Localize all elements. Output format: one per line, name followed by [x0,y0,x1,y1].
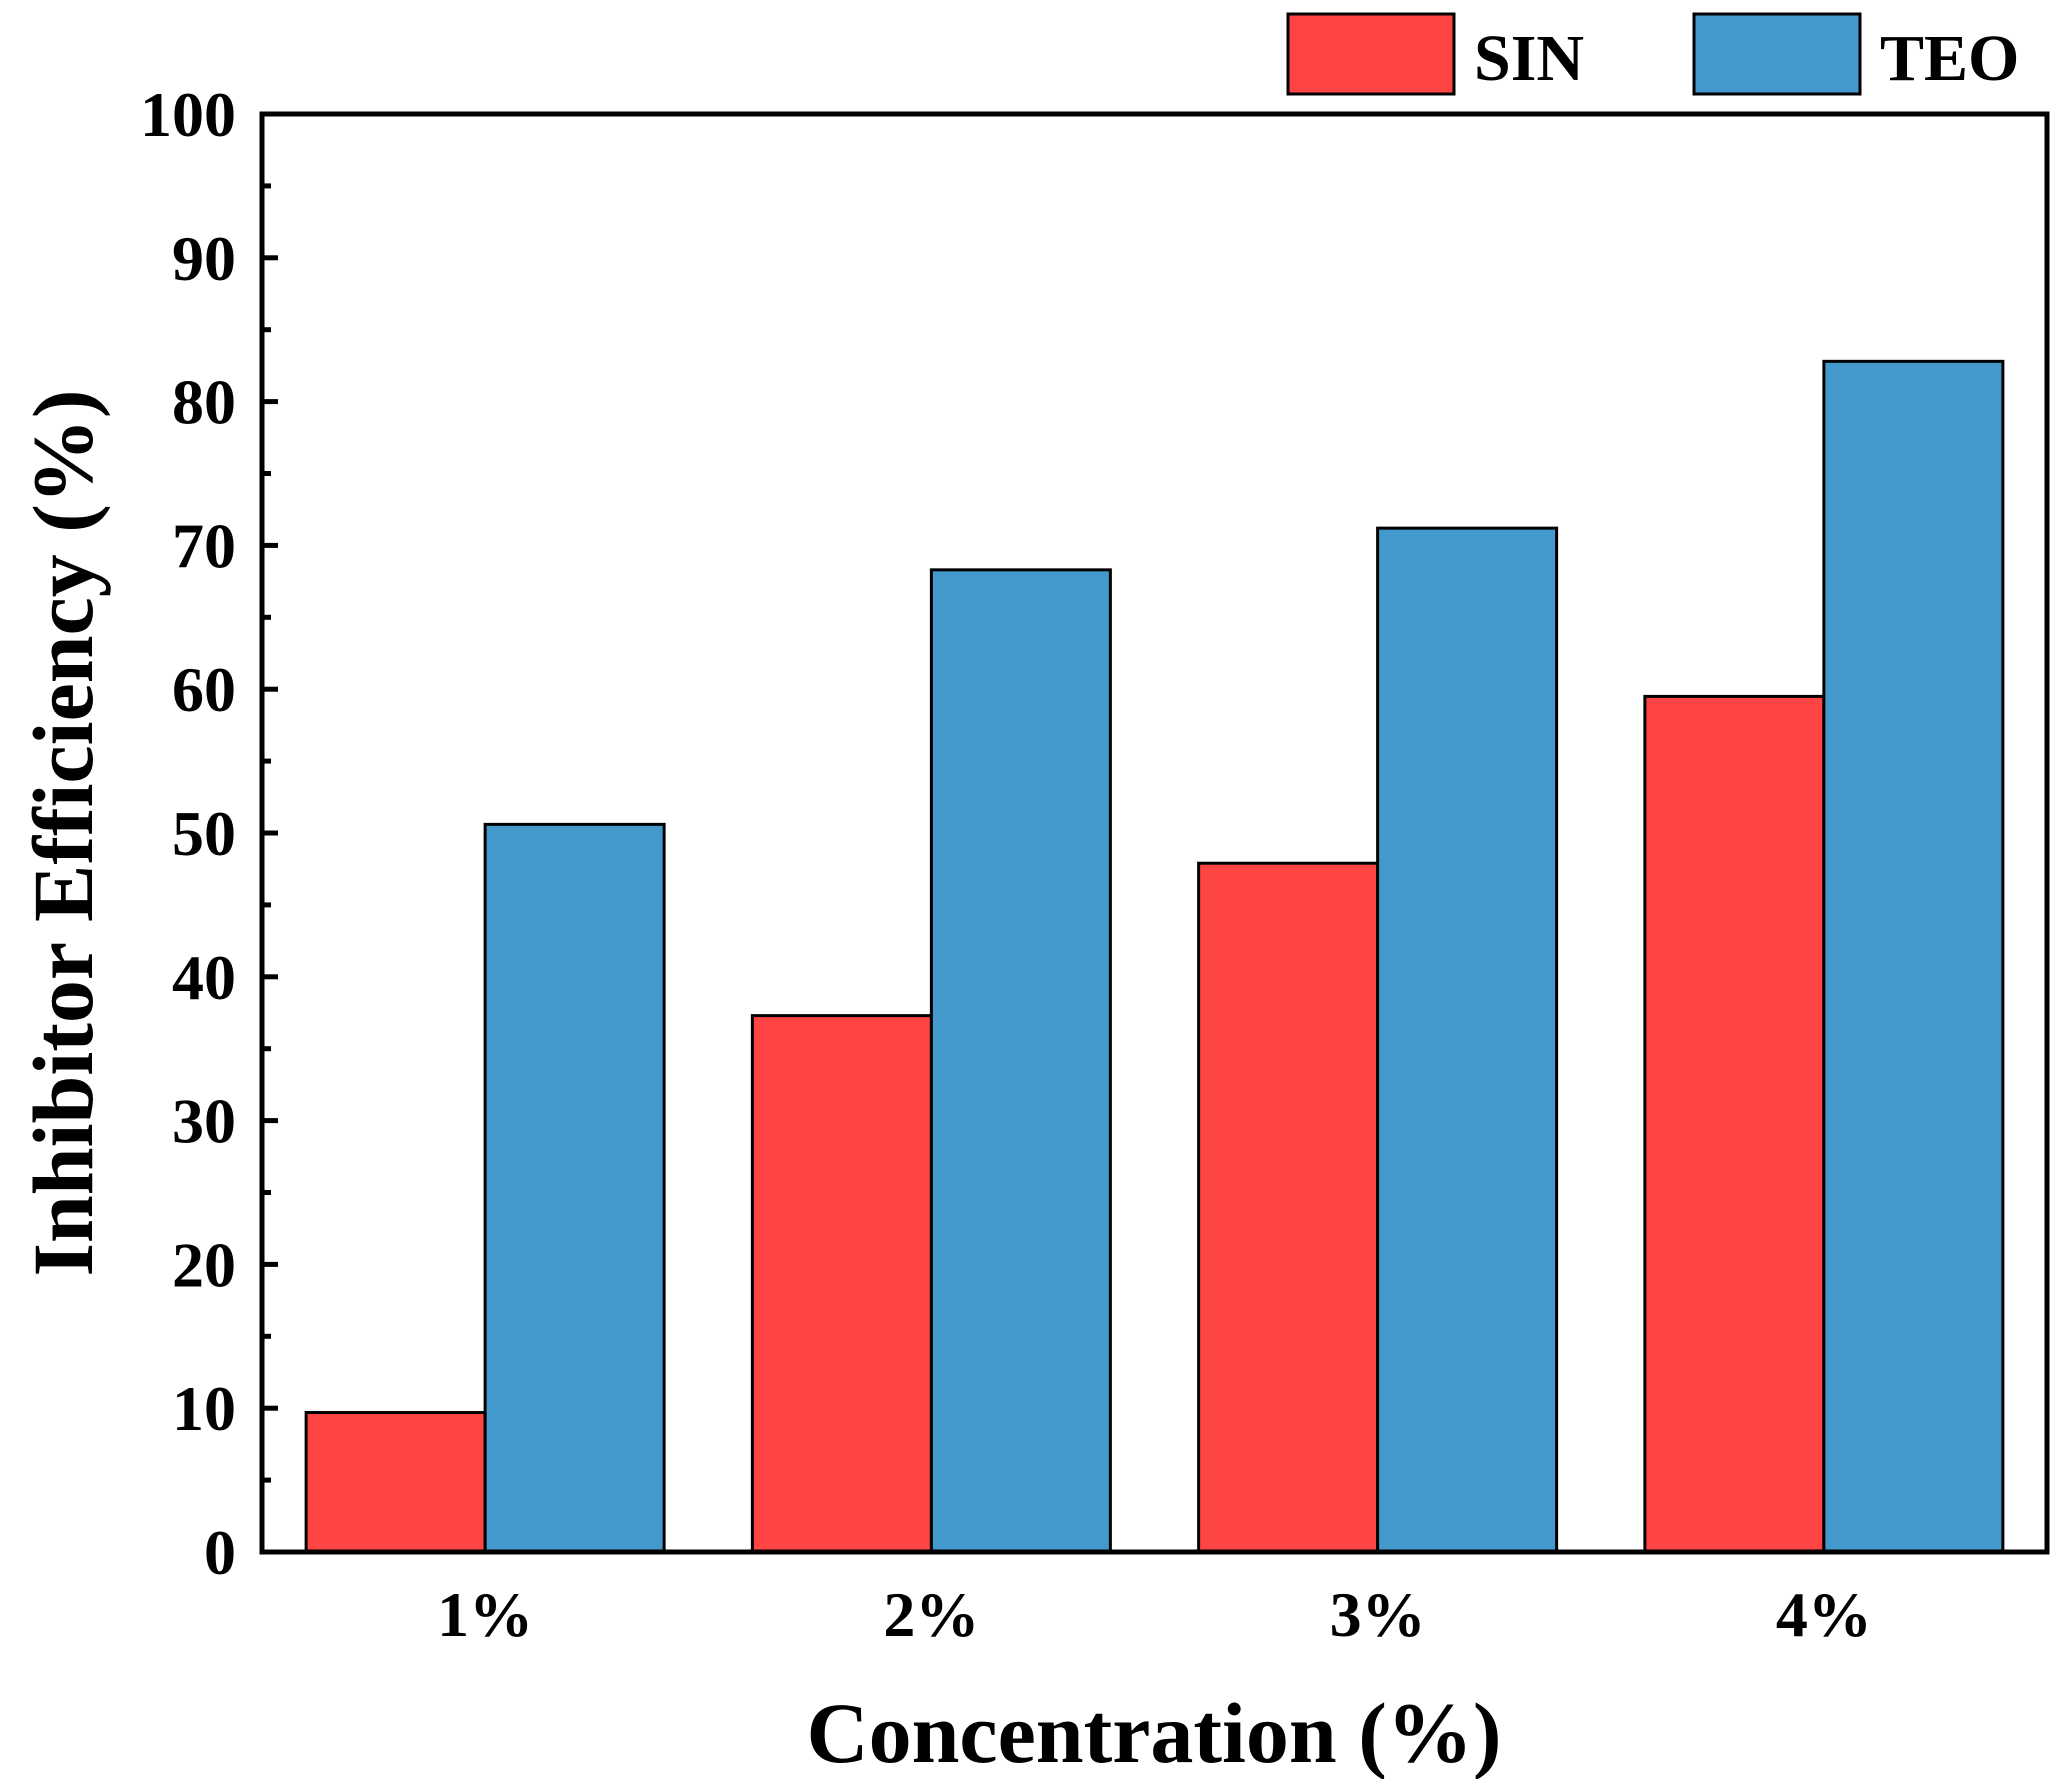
y-tick-label: 20 [172,1229,236,1300]
y-tick-label: 0 [204,1517,236,1588]
bar-teo-1 [483,822,666,1554]
x-tick-label-1: 1% [437,1579,533,1650]
y-tick-label: 90 [172,223,236,294]
legend: SIN TEO [1286,12,2019,96]
y-tick-label: 50 [172,798,236,869]
bar-sin-2 [750,1014,933,1554]
y-tick-label: 40 [172,942,236,1013]
bar-sin-3 [1197,861,1380,1554]
bar-teo-4 [1822,359,2005,1554]
y-tick-label: 60 [172,654,236,725]
y-tick-label: 80 [172,367,236,438]
y-tick-label: 10 [172,1373,236,1444]
x-tick-label-3: 3% [1330,1579,1426,1650]
x-tick-label-4: 4% [1776,1579,1872,1650]
legend-label-teo: TEO [1880,22,2019,95]
bar-sin-4 [1643,694,1826,1554]
y-axis: 0 10 20 30 40 50 60 70 80 90 100 [140,79,278,1588]
y-tick-label: 100 [140,79,236,150]
legend-swatch-sin [1286,12,1456,96]
legend-swatch-teo [1692,12,1862,96]
bars-group [304,359,2005,1554]
y-tick-label: 30 [172,1086,236,1157]
bar-sin-1 [304,1411,487,1554]
y-axis-title: Inhibitor Efficiency (%) [15,389,111,1276]
bar-teo-3 [1376,526,1559,1554]
y-tick-label: 70 [172,510,236,581]
bar-teo-2 [929,568,1112,1554]
legend-label-sin: SIN [1474,22,1584,95]
x-axis-title: Concentration (%) [806,1685,1501,1779]
x-tick-label-2: 2% [883,1579,979,1650]
x-axis: 1% 2% 3% 4% [437,1579,1872,1650]
